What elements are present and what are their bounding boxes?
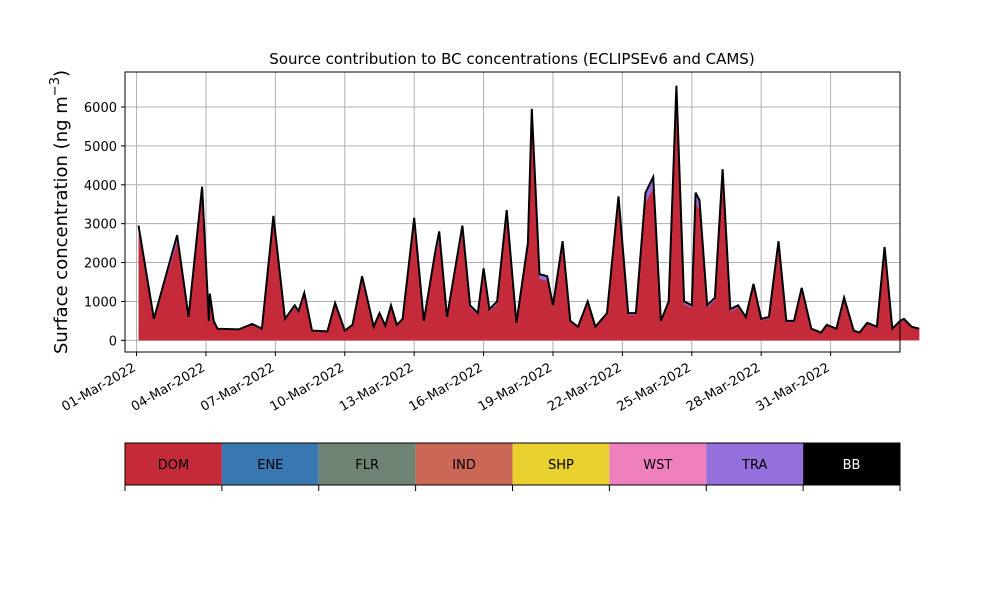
legend-label-flr: FLR [355,458,379,473]
x-tick-label: 28-Mar-2022 [684,360,763,414]
legend-label-tra: TRA [741,458,767,473]
x-tick-label: 22-Mar-2022 [545,360,624,414]
x-tick-label: 25-Mar-2022 [615,360,694,414]
y-tick-label: 6000 [84,101,117,116]
legend-swatch-wst [609,443,707,485]
legend-label-ind: IND [452,458,476,473]
y-tick-label: 2000 [84,257,117,272]
legend-frame [124,442,901,486]
y-tick-label: 4000 [84,179,117,194]
legend-swatch-shp [512,443,610,485]
legend-swatch-flr [318,443,416,485]
y-tick-label: 0 [109,334,117,349]
axes: 0 1000 2000 3000 4000 5000 6000 01-Mar-202204-M… [59,71,901,415]
series-bb-line [137,85,920,334]
legend: DOM ENE FLR IND SHP WST TRA BB [124,442,901,491]
legend-label-shp: SHP [548,458,574,473]
y-axis-label: Surface concentration (ng m−3) [48,70,72,354]
x-tick-label: 01-Mar-2022 [59,360,138,414]
x-tick-label: 31-Mar-2022 [753,360,832,414]
legend-swatch-ind [415,443,513,485]
x-tick-label: 10-Mar-2022 [268,360,347,414]
x-tick-label: 13-Mar-2022 [337,360,416,414]
legend-swatch-bb [803,443,900,485]
legend-swatch-dom [125,443,222,485]
y-tick-label: 3000 [84,218,117,233]
legend-label-bb: BB [843,458,861,473]
x-tick-label: 19-Mar-2022 [476,360,555,414]
stacked-areas [137,85,920,341]
chart-title: Source contribution to BC concentrations… [269,50,754,68]
plot-frame [124,71,901,353]
y-tick-label: 1000 [84,295,117,310]
legend-label-wst: WST [643,458,672,473]
legend-label-dom: DOM [158,458,189,473]
y-tick-label: 5000 [84,140,117,155]
x-tick-label: 16-Mar-2022 [406,360,485,414]
x-tick-label: 07-Mar-2022 [198,360,277,414]
legend-swatch-tra [706,443,804,485]
x-tick-label: 04-Mar-2022 [129,360,208,414]
legend-swatch-ene [221,443,319,485]
legend-label-ene: ENE [257,458,283,473]
